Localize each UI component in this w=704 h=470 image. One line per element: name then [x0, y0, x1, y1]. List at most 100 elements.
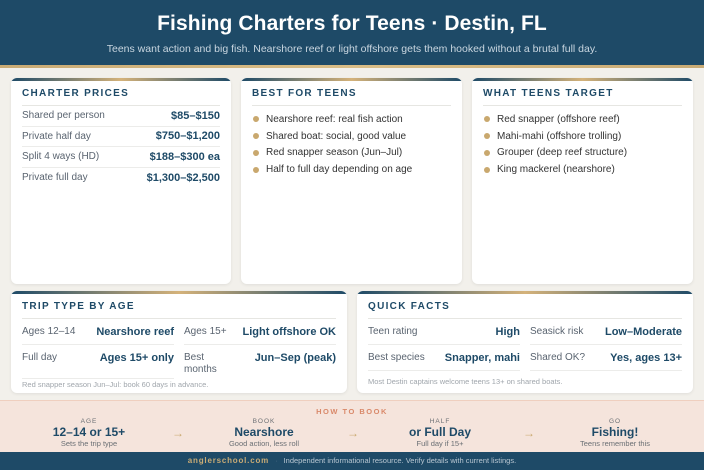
arrow-right-icon: →	[347, 426, 359, 440]
fact-label: Ages 15+	[184, 326, 227, 337]
card-title: Trip Type by Age	[22, 301, 336, 319]
step-key: AGE	[80, 418, 98, 425]
fact-cell: Full day Ages 15+ only	[22, 345, 174, 379]
fact-value: Low–Moderate	[604, 326, 682, 338]
step-desc: Teens remember this	[579, 439, 651, 448]
page-title: Fishing Charters for Teens · Destin, FL	[157, 12, 547, 35]
list-item: Grouper (deep reef structure)	[483, 145, 682, 162]
price-row: Private half day $750–$1,200	[22, 127, 220, 147]
step-value: Nearshore	[234, 425, 294, 439]
fact-label: Teen rating	[368, 326, 418, 337]
fact-value: Ages 15+ only	[99, 352, 174, 364]
page-footer: anglerschool.com · Independent information…	[0, 452, 704, 470]
price-row: Shared per person $85–$150	[22, 106, 220, 127]
header-divider	[0, 65, 704, 68]
fact-value: Yes, ages 13+	[610, 352, 682, 364]
card-title: Quick Facts	[368, 301, 682, 319]
list-item: Red snapper season (Jun–Jul)	[252, 145, 451, 162]
fact-cell: Seasick risk Low–Moderate	[530, 319, 682, 345]
arrow-right-icon: →	[172, 426, 184, 440]
price-value: $85–$150	[171, 109, 220, 122]
footnote: Red snapper season Jun–Jul: book 60 days…	[22, 380, 209, 389]
fact-value: Snapper, mahi	[444, 352, 520, 364]
footer-separator: ·	[275, 456, 278, 465]
step-value: or Full Day	[408, 425, 471, 439]
step-desc: Good action, less roll	[228, 439, 300, 448]
list-item: King mackerel (nearshore)	[483, 161, 682, 178]
card-title: Best for Teens	[252, 88, 451, 106]
fact-cell: Shared OK? Yes, ages 13+	[530, 345, 682, 371]
bullet-dot-icon	[484, 133, 490, 140]
page-header: Fishing Charters for Teens · Destin, FL …	[0, 0, 704, 65]
page-subtitle: Teens want action and big fish. Nearshor…	[106, 43, 598, 55]
fact-value: Jun–Sep (peak)	[254, 352, 336, 364]
footnote: Most Destin captains welcome teens 13+ o…	[368, 377, 563, 386]
list-item: Mahi-mahi (offshore trolling)	[483, 128, 682, 145]
list-item: Half to full day depending on age	[252, 161, 451, 178]
bullet-list: Red snapper (offshore reef) Mahi-mahi (o…	[483, 111, 682, 178]
list-item-text: Nearshore reef: real fish action	[266, 113, 403, 125]
footer-disclaimer: Independent informational resource. Veri…	[283, 456, 517, 465]
step-key: HALF	[429, 418, 451, 425]
price-value: $188–$300 ea	[149, 150, 220, 163]
list-item-text: Mahi-mahi (offshore trolling)	[497, 130, 622, 142]
what-teens-target-card: What Teens Target Red snapper (offshore …	[472, 78, 693, 284]
step-value: 12–14 or 15+	[52, 425, 126, 439]
step-desc: Full day if 15+	[416, 439, 464, 448]
fact-label: Ages 12–14	[22, 326, 76, 337]
fact-value: Nearshore reef	[96, 326, 174, 338]
fact-label: Shared OK?	[530, 352, 586, 363]
bullet-list: Nearshore reef: real fish action Shared …	[252, 111, 451, 178]
card-title: What Teens Target	[483, 88, 682, 106]
fact-label: Best species	[368, 352, 425, 363]
bullet-dot-icon	[253, 133, 259, 140]
price-value: $750–$1,200	[155, 130, 220, 143]
price-value: $1,300–$2,500	[146, 171, 220, 184]
fact-cell: Ages 12–14 Nearshore reef	[22, 319, 174, 345]
how-to-book-strip: How to Book AGE 12–14 or 15+ Sets the tr…	[0, 400, 704, 452]
list-item-text: Red snapper season (Jun–Jul)	[266, 147, 403, 159]
step-duration: HALF or Full Day Full day if 15+	[360, 418, 520, 448]
list-item-text: Shared boat: social, good value	[266, 130, 407, 142]
step-key: BOOK	[252, 418, 276, 425]
fact-value: High	[495, 326, 520, 338]
bullet-dot-icon	[484, 166, 490, 173]
arrow-right-icon: →	[523, 426, 535, 440]
brand-link[interactable]: anglerschool.com	[187, 456, 270, 465]
bullet-dot-icon	[253, 166, 259, 173]
price-label: Shared per person	[22, 110, 105, 122]
price-label: Private full day	[22, 172, 88, 184]
fact-cell: Best months Jun–Sep (peak)	[184, 345, 336, 379]
quick-facts-card: Quick Facts Teen rating High Seasick ris…	[357, 291, 693, 393]
fact-label: Seasick risk	[530, 326, 584, 337]
list-item-text: Red snapper (offshore reef)	[497, 113, 620, 125]
step-desc: Sets the trip type	[60, 439, 118, 448]
card-title: Charter Prices	[22, 88, 220, 106]
fact-value: Light offshore OK	[242, 326, 337, 338]
step-key: GO	[608, 418, 622, 425]
price-label: Split 4 ways (HD)	[22, 151, 100, 163]
fact-label: Best months	[184, 352, 217, 375]
charter-prices-card: Charter Prices Shared per person $85–$15…	[11, 78, 231, 284]
bullet-dot-icon	[253, 116, 259, 123]
list-item: Shared boat: social, good value	[252, 128, 451, 145]
bullet-dot-icon	[253, 149, 259, 156]
trip-type-by-age-card: Trip Type by Age Ages 12–14 Nearshore re…	[11, 291, 347, 393]
list-item-text: Half to full day depending on age	[266, 164, 413, 176]
fact-label: Full day	[22, 352, 58, 363]
price-row: Split 4 ways (HD) $188–$300 ea	[22, 147, 220, 168]
fact-grid: Teen rating High Seasick risk Low–Modera…	[368, 319, 682, 371]
list-item-text: Grouper (deep reef structure)	[497, 147, 628, 159]
step-book: BOOK Nearshore Good action, less roll	[184, 418, 344, 448]
bullet-dot-icon	[484, 116, 490, 123]
step-value: Fishing!	[591, 425, 639, 439]
price-row: Private full day $1,300–$2,500	[22, 168, 220, 189]
step-age: AGE 12–14 or 15+ Sets the trip type	[9, 418, 169, 448]
list-item: Nearshore reef: real fish action	[252, 111, 451, 128]
fact-cell: Ages 15+ Light offshore OK	[184, 319, 336, 345]
fact-cell: Teen rating High	[368, 319, 520, 345]
fact-cell: Best species Snapper, mahi	[368, 345, 520, 371]
price-label: Private half day	[22, 130, 91, 142]
best-for-teens-card: Best for Teens Nearshore reef: real fish…	[241, 78, 462, 284]
list-item: Red snapper (offshore reef)	[483, 111, 682, 128]
